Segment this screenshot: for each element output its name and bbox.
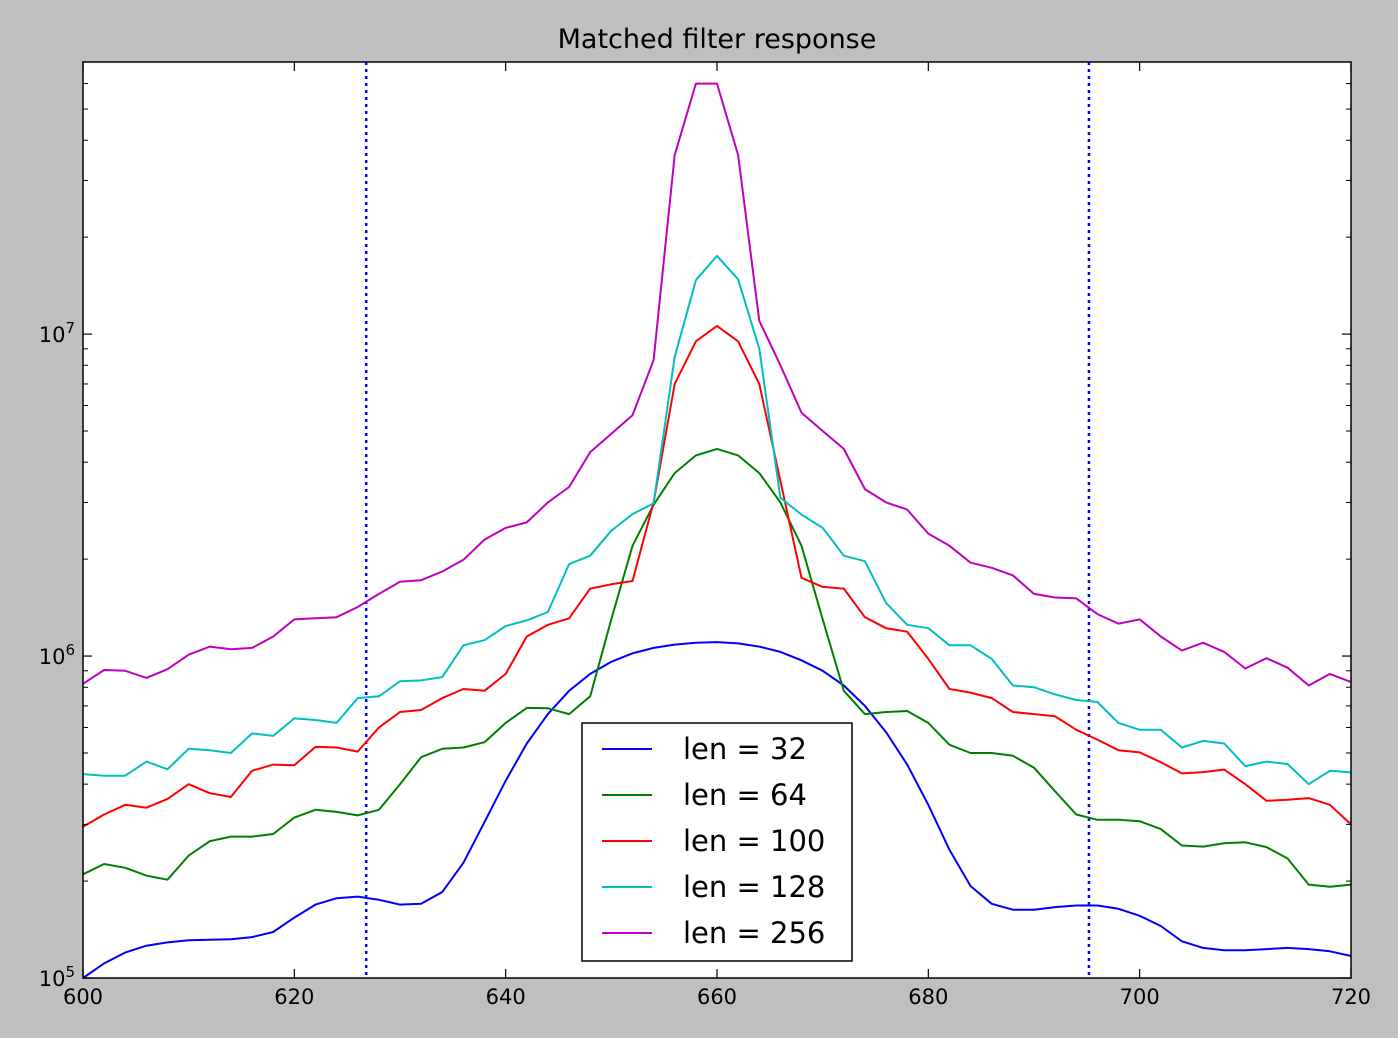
y-tick-label: 106 <box>39 641 75 669</box>
series-line-len-32 <box>82 641 1352 979</box>
legend-label: len = 32 <box>683 732 807 766</box>
legend-label: len = 256 <box>683 916 825 950</box>
series-line-len-128 <box>82 254 1352 786</box>
ticks-layer: 600 620 640 660 680 700 720 105 106 107 <box>39 62 1371 1009</box>
series-line-len-100 <box>82 324 1352 828</box>
x-tick-label: 640 <box>486 985 526 1009</box>
legend-label: len = 100 <box>683 824 825 858</box>
x-tick-label: 600 <box>63 985 103 1009</box>
y-tick-label: 107 <box>39 319 75 347</box>
y-tick-label: 105 <box>39 963 75 991</box>
series-line-len-256 <box>82 82 1352 687</box>
series-layer <box>82 82 1352 979</box>
series-line-len-64 <box>82 447 1352 888</box>
x-tick-label: 680 <box>908 985 948 1009</box>
x-tick-label: 620 <box>274 985 314 1009</box>
chart-title: Matched filter response <box>558 24 877 55</box>
x-tick-label: 660 <box>697 985 737 1009</box>
x-tick-label: 700 <box>1120 985 1160 1009</box>
vlines-layer <box>364 62 1091 978</box>
legend-label: len = 64 <box>683 778 807 812</box>
legend: len = 32 len = 64 len = 100 len = 128 len = … <box>581 722 853 962</box>
legend-label: len = 128 <box>683 870 825 904</box>
x-tick-label: 720 <box>1331 985 1371 1009</box>
